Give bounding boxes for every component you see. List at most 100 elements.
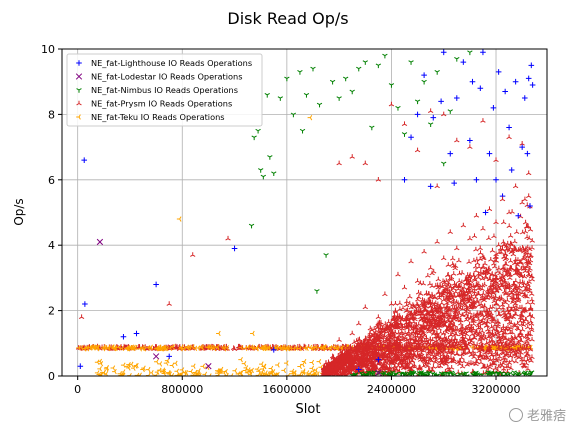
y-tick-label: 2	[48, 305, 55, 318]
prysm-point	[427, 108, 434, 113]
prysm-point	[481, 303, 488, 309]
prysm-point	[523, 259, 530, 264]
prysm-point	[503, 344, 509, 349]
prysm-point	[461, 350, 467, 356]
prysm-point	[406, 359, 413, 365]
prysm-point	[362, 304, 368, 310]
teku-point	[181, 369, 187, 376]
prysm-point	[166, 301, 172, 306]
prysm-point	[439, 300, 445, 306]
teku-point	[330, 344, 336, 350]
prysm-point	[512, 341, 518, 346]
prysm-point	[421, 298, 427, 303]
prysm-point	[507, 240, 514, 246]
prysm-point	[429, 291, 435, 297]
prysm-point	[421, 332, 428, 338]
prysm-point	[437, 358, 444, 364]
prysm-point	[470, 316, 477, 322]
nimbus-point	[369, 125, 375, 131]
prysm-point	[522, 228, 529, 234]
prysm-point	[452, 326, 459, 332]
prysm-point	[435, 303, 441, 309]
prysm-point	[501, 313, 507, 319]
prysm-point	[384, 326, 391, 331]
nimbus-point	[310, 66, 316, 72]
prysm-point	[502, 299, 509, 305]
prysm-point	[418, 336, 424, 342]
nimbus-point	[414, 99, 421, 105]
prysm-point	[452, 342, 458, 347]
lighthouse-point	[528, 62, 535, 69]
prysm-point	[450, 301, 456, 307]
teku-point	[174, 368, 180, 374]
nimbus-point	[264, 92, 270, 98]
prysm-point	[486, 343, 493, 348]
prysm-point	[360, 340, 366, 345]
nimbus-point	[248, 223, 255, 229]
prysm-point	[459, 270, 465, 275]
nimbus-point	[395, 106, 401, 111]
prysm-point	[454, 351, 460, 357]
prysm-point	[509, 294, 515, 300]
teku-point	[162, 345, 167, 352]
teku-point	[154, 359, 159, 365]
prysm-point	[481, 307, 487, 313]
prysm-point	[417, 327, 423, 333]
teku-point	[262, 344, 268, 350]
prysm-point	[487, 350, 493, 355]
prysm-point	[421, 315, 427, 320]
nimbus-point	[251, 135, 257, 141]
nimbus-point	[314, 289, 320, 294]
prysm-point	[521, 280, 527, 286]
lighthouse-point	[427, 183, 434, 190]
prysm-point	[410, 329, 417, 335]
nimbus-point	[349, 89, 355, 95]
x-tick-label: 800000	[161, 383, 203, 396]
lighthouse-point	[460, 59, 467, 65]
prysm-point	[507, 275, 513, 281]
teku-point	[111, 345, 117, 352]
prysm-point	[529, 238, 535, 243]
prysm-point	[475, 271, 482, 277]
prysm-point	[512, 301, 519, 306]
teku-point	[221, 346, 227, 352]
prysm-point	[447, 325, 454, 330]
prysm-point	[511, 351, 518, 356]
lighthouse-point	[440, 49, 447, 56]
prysm-point	[408, 304, 414, 310]
prysm-point	[336, 160, 342, 166]
prysm-point	[415, 289, 422, 295]
teku-point	[179, 367, 185, 373]
prysm-point	[463, 276, 470, 281]
prysm-point	[479, 275, 486, 281]
prysm-point	[500, 239, 507, 244]
prysm-point	[529, 327, 535, 333]
lighthouse-point	[166, 353, 172, 360]
teku-point	[315, 371, 320, 376]
teku-point	[283, 360, 289, 366]
nimbus-point	[434, 70, 440, 75]
teku-point	[178, 346, 183, 352]
prysm-point	[436, 322, 442, 328]
teku-point	[300, 368, 306, 374]
prysm-point	[529, 354, 535, 359]
lighthouse-point	[529, 82, 536, 88]
nimbus-point	[447, 109, 453, 114]
prysm-point	[518, 330, 524, 336]
nimbus-point	[260, 174, 267, 180]
teku-point	[214, 368, 220, 374]
prysm-point	[378, 319, 384, 325]
teku-point	[317, 344, 323, 351]
prysm-point	[477, 285, 483, 291]
prysm-point	[456, 278, 462, 283]
prysm-point	[518, 265, 525, 271]
prysm-point	[446, 289, 453, 294]
prysm-point	[479, 342, 485, 348]
prysm-point	[474, 256, 480, 262]
prysm-point	[445, 262, 451, 267]
prysm-point	[390, 315, 396, 321]
prysm-point	[473, 212, 480, 218]
prysm-point	[469, 283, 475, 289]
nimbus-point	[258, 168, 264, 173]
prysm-point	[503, 291, 509, 296]
